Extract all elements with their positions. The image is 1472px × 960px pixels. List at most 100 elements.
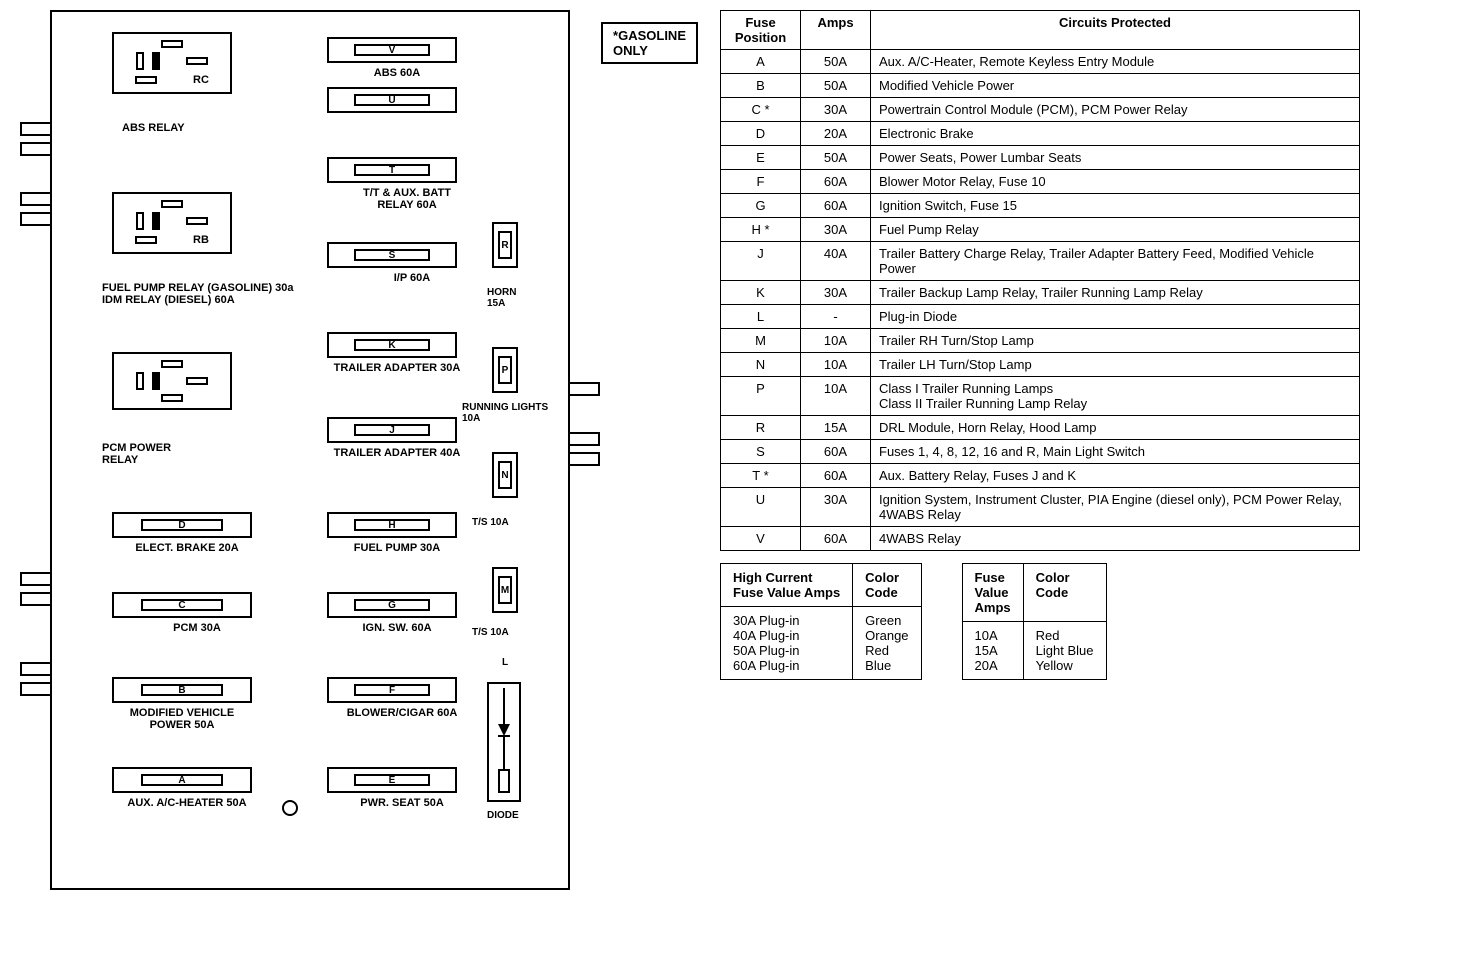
fuse-k-letter: K [354,339,430,351]
relay-abs-side: RC [193,74,209,86]
fv-col1: Red Light Blue Yellow [1023,622,1106,680]
cell-circuits: Blower Motor Relay, Fuse 10 [871,170,1360,194]
cell-position: V [721,527,801,551]
fuse-k: K [327,332,457,358]
cell-amps: 60A [801,527,871,551]
mini-l-letter: L [502,657,508,668]
cell-amps: 50A [801,74,871,98]
mini-fuse-r: R [492,222,518,268]
cell-amps: 30A [801,98,871,122]
fuse-j-letter: J [354,424,430,436]
cell-amps: 50A [801,50,871,74]
cell-amps: - [801,305,871,329]
table-row: D20AElectronic Brake [721,122,1360,146]
mini-fuse-m: M [492,567,518,613]
cell-circuits: DRL Module, Horn Relay, Hood Lamp [871,416,1360,440]
cell-circuits: Ignition Switch, Fuse 15 [871,194,1360,218]
fuse-s: S [327,242,457,268]
tables-panel: Fuse Position Amps Circuits Protected A5… [720,10,1460,890]
fuse-t: T [327,157,457,183]
cell-position: L [721,305,801,329]
th-amps: Amps [801,11,871,50]
diode-box [487,682,521,802]
fuse-t-letter: T [354,164,430,176]
fuse-s-caption: I/P 60A [362,272,462,284]
circuits-table: Fuse Position Amps Circuits Protected A5… [720,10,1360,551]
fv-h1: Color Code [1023,564,1106,622]
diode-caption: DIODE [487,810,519,821]
table-row: G60AIgnition Switch, Fuse 15 [721,194,1360,218]
cell-position: K [721,281,801,305]
fuse-s-letter: S [354,249,430,261]
fuse-f-letter: F [354,684,430,696]
cell-circuits: 4WABS Relay [871,527,1360,551]
fuse-value-table: Fuse Value Amps Color Code 10A 15A 20A R… [962,563,1107,680]
table-row: A50AAux. A/C-Heater, Remote Keyless Entr… [721,50,1360,74]
fuse-j-caption: TRAILER ADAPTER 40A [322,447,472,459]
table-row: U30AIgnition System, Instrument Cluster,… [721,488,1360,527]
mini-p-caption: RUNNING LIGHTS 10A [462,402,572,424]
notch [20,192,50,206]
table-row: T *60AAux. Battery Relay, Fuses J and K [721,464,1360,488]
notch [20,682,50,696]
notch [20,592,50,606]
notch [570,382,600,396]
fuse-d-caption: ELECT. BRAKE 20A [122,542,252,554]
cell-position: N [721,353,801,377]
fuse-a-caption: AUX. A/C-HEATER 50A [112,797,262,809]
table-row: H *30AFuel Pump Relay [721,218,1360,242]
relay-pcm-caption: PCM POWER RELAY [102,442,302,466]
notch [570,452,600,466]
cell-circuits: Plug-in Diode [871,305,1360,329]
cell-amps: 60A [801,440,871,464]
cell-amps: 40A [801,242,871,281]
fuse-h-letter: H [354,519,430,531]
table-row: E50APower Seats, Power Lumbar Seats [721,146,1360,170]
cell-position: B [721,74,801,98]
cell-amps: 10A [801,377,871,416]
th-circuits: Circuits Protected [871,11,1360,50]
cell-position: C * [721,98,801,122]
fuse-e-letter: E [354,774,430,786]
fuse-e-caption: PWR. SEAT 50A [342,797,462,809]
notch [570,432,600,446]
cell-circuits: Aux. Battery Relay, Fuses J and K [871,464,1360,488]
fuse-v-letter: V [354,44,430,56]
cell-amps: 15A [801,416,871,440]
table-row: L-Plug-in Diode [721,305,1360,329]
cell-amps: 30A [801,488,871,527]
fuse-f: F [327,677,457,703]
fuse-u: U [327,87,457,113]
cell-circuits: Fuel Pump Relay [871,218,1360,242]
cell-circuits: Ignition System, Instrument Cluster, PIA… [871,488,1360,527]
fuse-f-caption: BLOWER/CIGAR 60A [332,707,472,719]
fuse-c-letter: C [141,599,223,611]
table-row: K30ATrailer Backup Lamp Relay, Trailer R… [721,281,1360,305]
mini-n-caption: T/S 10A [472,517,509,528]
notch [20,142,50,156]
cell-amps: 30A [801,281,871,305]
cell-amps: 10A [801,329,871,353]
fuse-c: C [112,592,252,618]
cell-amps: 60A [801,194,871,218]
cell-position: D [721,122,801,146]
fuse-t-caption: T/T & AUX. BATT RELAY 60A [337,187,477,211]
relay-pcm-power [112,352,232,410]
fuse-d: D [112,512,252,538]
mini-p-letter: P [498,356,512,384]
fuse-j: J [327,417,457,443]
table-row: N10ATrailer LH Turn/Stop Lamp [721,353,1360,377]
high-current-table: High Current Fuse Value Amps Color Code … [720,563,922,680]
fuse-b-caption: MODIFIED VEHICLE POWER 50A [107,707,257,731]
fv-h0: Fuse Value Amps [962,564,1023,622]
fuse-c-caption: PCM 30A [147,622,247,634]
cell-position: E [721,146,801,170]
table-row: V60A4WABS Relay [721,527,1360,551]
cell-position: R [721,416,801,440]
th-fuse-position: Fuse Position [721,11,801,50]
cell-position: H * [721,218,801,242]
table-row: C *30APowertrain Control Module (PCM), P… [721,98,1360,122]
fuse-b: B [112,677,252,703]
fuse-a-letter: A [141,774,223,786]
fuse-g-caption: IGN. SW. 60A [347,622,447,634]
